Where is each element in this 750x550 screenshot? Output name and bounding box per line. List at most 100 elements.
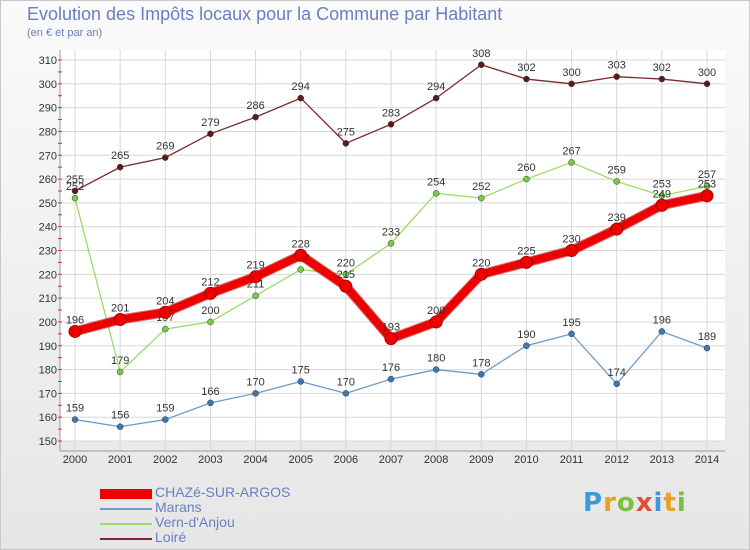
data-label: 233 bbox=[382, 226, 400, 238]
data-label: 159 bbox=[156, 403, 174, 415]
data-point bbox=[252, 113, 259, 121]
data-label: 196 bbox=[653, 314, 671, 326]
x-tick-label: 2007 bbox=[379, 454, 403, 466]
data-label: 220 bbox=[472, 257, 490, 269]
data-label: 220 bbox=[337, 257, 355, 269]
y-tick-label: 310 bbox=[39, 55, 57, 67]
data-point bbox=[474, 267, 488, 281]
legend-swatch bbox=[100, 523, 152, 525]
data-point bbox=[113, 313, 127, 327]
y-tick-label: 150 bbox=[39, 436, 57, 448]
data-label: 302 bbox=[653, 62, 671, 74]
legend-swatch bbox=[100, 538, 152, 540]
data-label: 303 bbox=[608, 60, 626, 72]
data-label: 190 bbox=[517, 329, 535, 341]
logo-letter: i bbox=[653, 488, 664, 518]
x-tick-label: 2011 bbox=[560, 454, 584, 466]
data-point bbox=[342, 140, 350, 147]
data-label: 175 bbox=[292, 364, 310, 376]
data-label: 200 bbox=[427, 305, 445, 317]
y-tick-label: 280 bbox=[39, 126, 57, 138]
y-tick-label: 250 bbox=[39, 198, 57, 210]
data-point bbox=[655, 198, 669, 212]
data-point bbox=[478, 371, 485, 378]
data-point bbox=[342, 271, 350, 278]
data-point bbox=[297, 94, 304, 102]
y-tick-label: 190 bbox=[39, 341, 57, 353]
data-point bbox=[203, 286, 217, 300]
legend-swatch bbox=[100, 508, 152, 510]
data-point bbox=[339, 279, 353, 293]
data-label: 170 bbox=[246, 376, 264, 388]
data-label: 195 bbox=[562, 317, 580, 329]
legend-label: Vern-d'Anjou bbox=[155, 514, 235, 530]
data-point bbox=[71, 194, 79, 202]
data-label: 193 bbox=[382, 322, 400, 334]
y-tick-label: 200 bbox=[39, 317, 57, 329]
data-point bbox=[613, 380, 620, 388]
data-point bbox=[478, 194, 485, 202]
legend-label: Loiré bbox=[155, 529, 187, 545]
data-point bbox=[249, 270, 263, 284]
logo-letter: i bbox=[676, 488, 687, 518]
chart-subtitle: (en € et par an) bbox=[27, 27, 103, 39]
data-label: 294 bbox=[427, 81, 445, 93]
y-tick-label: 290 bbox=[39, 103, 57, 115]
data-point bbox=[71, 416, 79, 423]
chart-title: Evolution des Impôts locaux pour la Comm… bbox=[27, 4, 503, 24]
data-point bbox=[703, 182, 711, 190]
data-label: 228 bbox=[292, 238, 310, 250]
data-point bbox=[565, 244, 579, 257]
legend-label: Marans bbox=[155, 499, 202, 515]
data-label: 286 bbox=[246, 100, 264, 112]
y-tick-label: 300 bbox=[39, 79, 57, 91]
data-point bbox=[294, 248, 308, 262]
data-point bbox=[613, 73, 620, 80]
data-label: 254 bbox=[427, 176, 445, 188]
data-label: 265 bbox=[111, 150, 129, 162]
data-label: 179 bbox=[111, 355, 129, 367]
data-point bbox=[387, 240, 395, 247]
series-3: 196 201 204 212 219 228 215 193 200 220 225 230 239 2… bbox=[66, 179, 716, 346]
y-tick-label: 160 bbox=[39, 412, 57, 424]
data-point bbox=[116, 368, 124, 376]
data-label: 219 bbox=[246, 260, 264, 272]
x-tick-label: 2012 bbox=[604, 454, 628, 466]
data-point bbox=[700, 189, 714, 203]
data-point bbox=[613, 178, 620, 185]
data-point bbox=[116, 423, 124, 430]
data-point bbox=[384, 332, 398, 346]
data-point bbox=[432, 94, 440, 102]
data-label: 249 bbox=[653, 188, 671, 200]
data-label: 230 bbox=[562, 234, 580, 246]
data-point bbox=[297, 266, 304, 273]
x-tick-label: 2014 bbox=[695, 454, 719, 466]
data-point bbox=[387, 375, 395, 383]
data-point bbox=[432, 190, 440, 197]
data-label: 253 bbox=[698, 179, 716, 191]
data-label: 201 bbox=[111, 303, 129, 315]
logo-letter: t bbox=[663, 488, 677, 518]
data-point bbox=[68, 324, 82, 338]
data-point bbox=[703, 80, 711, 88]
x-tick-label: 2002 bbox=[153, 454, 177, 466]
data-label: 269 bbox=[156, 141, 174, 153]
data-point bbox=[658, 192, 666, 199]
x-tick-label: 2005 bbox=[288, 454, 312, 466]
logo-letter: x bbox=[635, 488, 654, 518]
data-label: 204 bbox=[156, 295, 174, 307]
data-label: 255 bbox=[66, 174, 84, 186]
data-label: 166 bbox=[201, 386, 219, 398]
data-label: 196 bbox=[66, 314, 84, 326]
data-point bbox=[162, 325, 169, 333]
data-label: 200 bbox=[201, 305, 219, 317]
data-label: 253 bbox=[653, 179, 671, 191]
data-label: 267 bbox=[562, 145, 580, 157]
data-label: 260 bbox=[517, 162, 535, 174]
data-point bbox=[387, 121, 395, 128]
data-label: 294 bbox=[292, 81, 310, 93]
data-point bbox=[568, 80, 575, 88]
data-label: 189 bbox=[698, 331, 716, 343]
data-point bbox=[116, 163, 124, 171]
